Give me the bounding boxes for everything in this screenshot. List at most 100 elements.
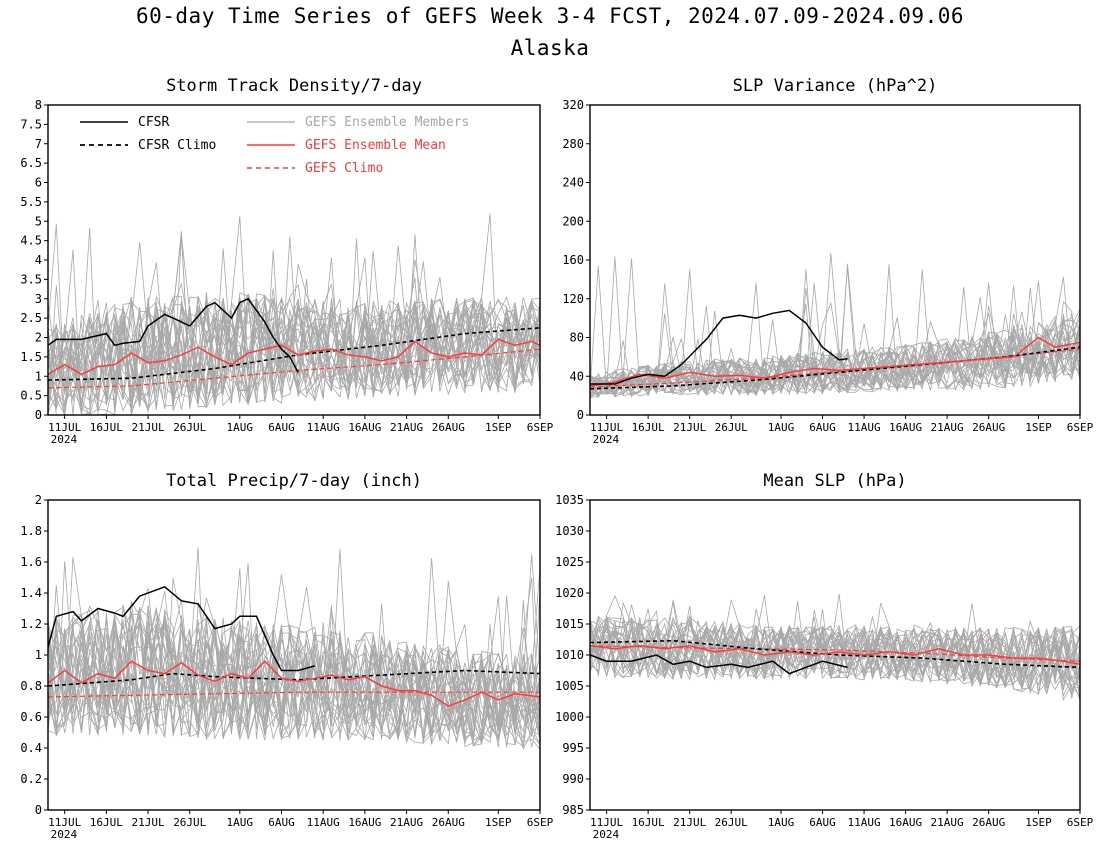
x-tick-label: 26JUL — [715, 421, 748, 434]
y-tick-label: 120 — [562, 292, 584, 306]
ensemble-member-line — [48, 590, 540, 743]
figure-subtitle: Alaska — [510, 36, 590, 60]
plot-area — [48, 547, 540, 751]
x-tick-label: 6AUG — [809, 421, 836, 434]
y-tick-label: 1020 — [555, 586, 584, 600]
y-tick-label: 4.5 — [20, 234, 42, 248]
x-tick-label: 21AUG — [931, 816, 964, 829]
y-tick-label: 80 — [570, 331, 584, 345]
ensemble-member-line — [590, 616, 1080, 683]
y-tick-label: 1.4 — [20, 586, 42, 600]
ensemble-member-line — [48, 554, 540, 741]
y-tick-label: 0.2 — [20, 772, 42, 786]
x-tick-label: 26AUG — [972, 816, 1005, 829]
y-tick-label: 1.6 — [20, 555, 42, 569]
y-tick-label: 6.5 — [20, 156, 42, 170]
panel-title: Mean SLP (hPa) — [763, 471, 906, 491]
y-tick-label: 1005 — [555, 679, 584, 693]
y-tick-label: 0.5 — [20, 389, 42, 403]
x-tick-label: 26AUG — [432, 816, 465, 829]
panel-title: Storm Track Density/7-day — [166, 76, 422, 96]
y-tick-label: 1.5 — [20, 350, 42, 364]
y-tick-label: 3 — [35, 292, 42, 306]
ensemble-member-line — [48, 296, 540, 412]
ensemble-member-line — [590, 282, 1080, 396]
x-tick-label: 16JUL — [632, 421, 665, 434]
x-tick-label: 11AUG — [307, 816, 340, 829]
x-tick-label: 16AUG — [348, 421, 381, 434]
y-tick-label: 160 — [562, 253, 584, 267]
x-tick-label: 26JUL — [715, 816, 748, 829]
chart-panel: Mean SLP (hPa) 985 990 995 1000 1005 1010 1015 1… — [555, 471, 1094, 841]
ensemble-member-line — [590, 603, 1080, 695]
y-tick-label: 1 — [35, 648, 42, 662]
ensemble-mean-line — [48, 660, 540, 707]
y-tick-label: 8 — [35, 98, 42, 112]
y-tick-label: 3.5 — [20, 272, 42, 286]
x-tick-label: 6SEP — [1067, 421, 1094, 434]
y-tick-label: 40 — [570, 369, 584, 383]
y-tick-label: 7.5 — [20, 117, 42, 131]
x-tick-label: 26JUL — [173, 816, 206, 829]
x-tick-label: 21AUG — [931, 421, 964, 434]
ensemble-member-line — [48, 606, 540, 744]
y-tick-label: 995 — [562, 741, 584, 755]
cfsr-line — [48, 585, 316, 672]
x-tick-label: 11AUG — [848, 816, 881, 829]
ensemble-member-line — [48, 248, 540, 408]
y-tick-label: 7 — [35, 137, 42, 151]
ensemble-member-line — [48, 262, 540, 414]
ensemble-member-line — [590, 317, 1080, 397]
ensemble-member-line — [590, 608, 1080, 697]
ensemble-member-line — [590, 616, 1080, 691]
gefs-climo-line — [48, 691, 540, 698]
chart-panel: SLP Variance (hPa^2) 0 40 80 120 160 200 240 280… — [562, 76, 1093, 446]
x-tick-label: 6SEP — [527, 816, 554, 829]
x-tick-label: 6AUG — [268, 421, 295, 434]
y-tick-label: 1025 — [555, 555, 584, 569]
plot-area — [590, 253, 1080, 399]
x-tick-label: 6AUG — [268, 816, 295, 829]
x-tick-label: 26AUG — [432, 421, 465, 434]
x-tick-label: 21AUG — [390, 421, 423, 434]
legend-label: GEFS Ensemble Members — [305, 115, 469, 130]
x-tick-label: 1SEP — [1025, 421, 1052, 434]
x-tick-label: 26JUL — [173, 421, 206, 434]
cfsr-line — [590, 309, 848, 385]
y-tick-label: 0.4 — [20, 741, 42, 755]
y-tick-label: 1015 — [555, 617, 584, 631]
panel-title: SLP Variance (hPa^2) — [733, 76, 938, 96]
x-tick-label: 1AUG — [227, 816, 254, 829]
y-tick-label: 200 — [562, 214, 584, 228]
legend: CFSR CFSR Climo GEFS Ensemble Members GEFS … — [80, 115, 469, 176]
ensemble-member-line — [48, 236, 540, 407]
y-tick-label: 0 — [35, 408, 42, 422]
x-tick-label: 6SEP — [1067, 816, 1094, 829]
x-tick-label: 21JUL — [673, 421, 706, 434]
ensemble-member-line — [48, 296, 540, 411]
x-tick-label: 21JUL — [132, 421, 165, 434]
x-tick-label: 1AUG — [768, 816, 795, 829]
plot-area — [590, 593, 1080, 703]
ensemble-member-line — [48, 293, 540, 408]
ensemble-member-line — [48, 600, 540, 748]
y-tick-label: 280 — [562, 137, 584, 151]
x-tick-label: 16JUL — [90, 421, 123, 434]
y-tick-label: 2.5 — [20, 311, 42, 325]
legend-label: CFSR Climo — [138, 138, 216, 153]
x-tick-label: 1SEP — [1025, 816, 1052, 829]
x-tick-label: 11JUL — [590, 816, 623, 829]
ensemble-member-line — [590, 303, 1080, 397]
y-tick-label: 985 — [562, 803, 584, 817]
x-tick-label: 21JUL — [673, 816, 706, 829]
x-tick-sublabel: 2024 — [51, 433, 78, 446]
ensemble-member-line — [48, 250, 540, 399]
x-tick-label: 21AUG — [390, 816, 423, 829]
y-tick-label: 5 — [35, 214, 42, 228]
x-tick-sublabel: 2024 — [593, 433, 620, 446]
y-tick-label: 1010 — [555, 648, 584, 662]
figure-title: 60-day Time Series of GEFS Week 3-4 FCST… — [135, 4, 964, 28]
y-tick-label: 1000 — [555, 710, 584, 724]
